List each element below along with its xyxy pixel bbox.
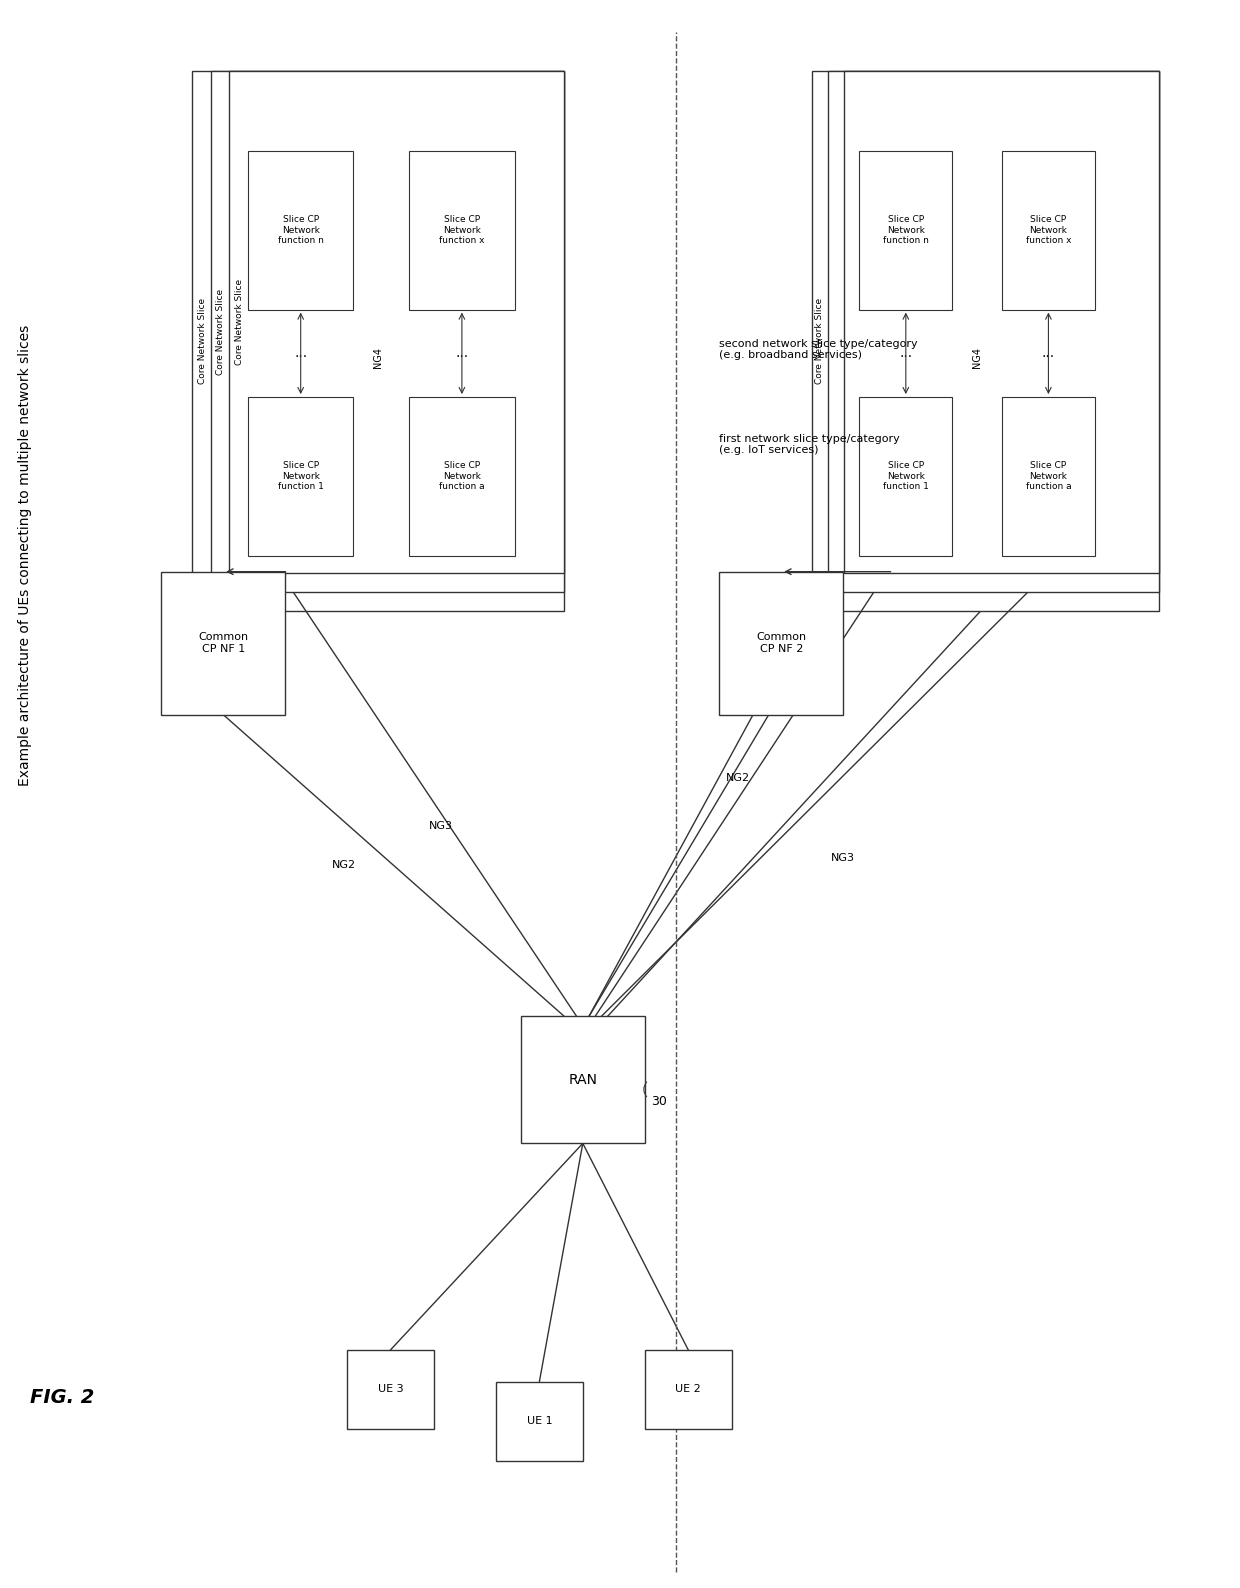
Text: Core Network Slice: Core Network Slice	[234, 279, 244, 365]
Text: NG3: NG3	[429, 821, 453, 831]
FancyBboxPatch shape	[645, 1350, 732, 1429]
Text: NG2: NG2	[332, 861, 356, 870]
FancyBboxPatch shape	[496, 1382, 583, 1461]
Text: ...: ...	[1042, 346, 1055, 360]
Text: ...: ...	[899, 346, 913, 360]
Bar	[229, 71, 564, 573]
FancyBboxPatch shape	[347, 1350, 434, 1429]
Text: Core Network Slice: Core Network Slice	[815, 299, 825, 384]
Text: RAN: RAN	[568, 1073, 598, 1086]
FancyBboxPatch shape	[248, 397, 353, 556]
Text: Slice CP
Network
function x: Slice CP Network function x	[439, 216, 485, 245]
Text: ...: ...	[455, 346, 469, 360]
FancyBboxPatch shape	[161, 572, 285, 715]
Text: Slice CP
Network
function n: Slice CP Network function n	[278, 216, 324, 245]
FancyBboxPatch shape	[859, 151, 952, 310]
Text: Slice CP
Network
function 1: Slice CP Network function 1	[278, 462, 324, 491]
FancyBboxPatch shape	[409, 397, 515, 556]
Text: Common
CP NF 2: Common CP NF 2	[756, 632, 806, 654]
Text: NG3: NG3	[831, 853, 856, 862]
Bar	[844, 71, 1159, 573]
Text: Slice CP
Network
function 1: Slice CP Network function 1	[883, 462, 929, 491]
Text: Common
CP NF 1: Common CP NF 1	[198, 632, 248, 654]
Text: Slice CP
Network
function a: Slice CP Network function a	[439, 462, 485, 491]
Bar	[828, 71, 1159, 592]
FancyBboxPatch shape	[1002, 397, 1095, 556]
Text: ...: ...	[294, 346, 308, 360]
FancyBboxPatch shape	[409, 151, 515, 310]
Text: Example architecture of UEs connecting to multiple network slices: Example architecture of UEs connecting t…	[17, 326, 32, 786]
Text: Slice CP
Network
function a: Slice CP Network function a	[1025, 462, 1071, 491]
Text: second network slice type/category
(e.g. broadband services): second network slice type/category (e.g.…	[719, 338, 918, 360]
Text: first network slice type/category
(e.g. IoT services): first network slice type/category (e.g. …	[719, 434, 900, 456]
FancyBboxPatch shape	[248, 151, 353, 310]
FancyBboxPatch shape	[1002, 151, 1095, 310]
Text: NG4: NG4	[373, 346, 383, 368]
FancyBboxPatch shape	[719, 572, 843, 715]
FancyBboxPatch shape	[859, 397, 952, 556]
Text: UE 1: UE 1	[527, 1416, 552, 1426]
Bar	[192, 71, 564, 611]
Text: UE 2: UE 2	[676, 1385, 701, 1394]
Text: FIG. 2: FIG. 2	[30, 1388, 94, 1407]
Bar	[211, 71, 564, 592]
Text: Slice CP
Network
function x: Slice CP Network function x	[1025, 216, 1071, 245]
Text: Core Network Slice: Core Network Slice	[216, 289, 226, 375]
Text: 30: 30	[651, 1096, 667, 1108]
Text: Slice CP
Network
function n: Slice CP Network function n	[883, 216, 929, 245]
Text: NG4: NG4	[972, 346, 982, 368]
FancyBboxPatch shape	[521, 1016, 645, 1143]
Bar	[812, 71, 1159, 611]
Text: UE 3: UE 3	[378, 1385, 403, 1394]
Text: NG2: NG2	[725, 773, 750, 783]
Text: Core Network Slice: Core Network Slice	[197, 299, 207, 384]
